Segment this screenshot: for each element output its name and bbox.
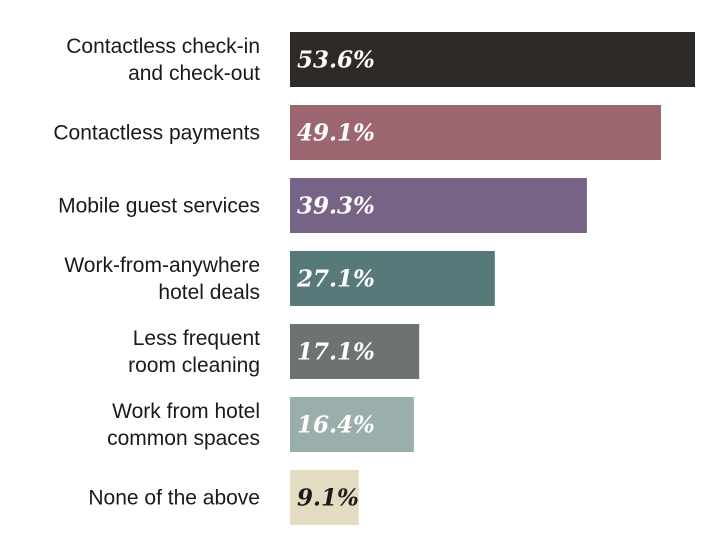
value-label-0: 53.6% — [297, 47, 375, 74]
category-label-1: Contactless payments — [53, 122, 260, 145]
bar-4 — [290, 324, 420, 379]
bar-2 — [290, 178, 587, 233]
value-label-3: 27.1% — [296, 266, 375, 293]
bar-5 — [290, 397, 414, 452]
category-label-6: None of the above — [88, 487, 260, 510]
value-label-6: 9.1% — [297, 485, 359, 512]
category-label-4: Less frequent room cleaning — [128, 327, 260, 377]
category-label-0: Contactless check-in and check-out — [66, 35, 260, 85]
value-label-4: 17.1% — [297, 339, 375, 366]
bars-layer — [290, 32, 695, 525]
value-label-2: 39.3% — [297, 193, 375, 220]
bar-3 — [290, 251, 495, 306]
category-label-5: Work from hotel common spaces — [107, 400, 260, 450]
bar-1 — [290, 105, 661, 160]
bar-0 — [290, 32, 695, 87]
value-label-5: 16.4% — [297, 412, 375, 439]
category-label-2: Mobile guest services — [58, 195, 260, 218]
value-labels: 53.6% 49.1% 39.3% 27.1% 17.1% 16.4% 9.1% — [296, 47, 375, 512]
category-label-3: Work-from-anywhere hotel deals — [64, 254, 260, 304]
value-label-1: 49.1% — [297, 120, 375, 147]
category-labels: Contactless check-in and check-out Contact… — [53, 35, 260, 510]
bar-6 — [290, 470, 359, 525]
